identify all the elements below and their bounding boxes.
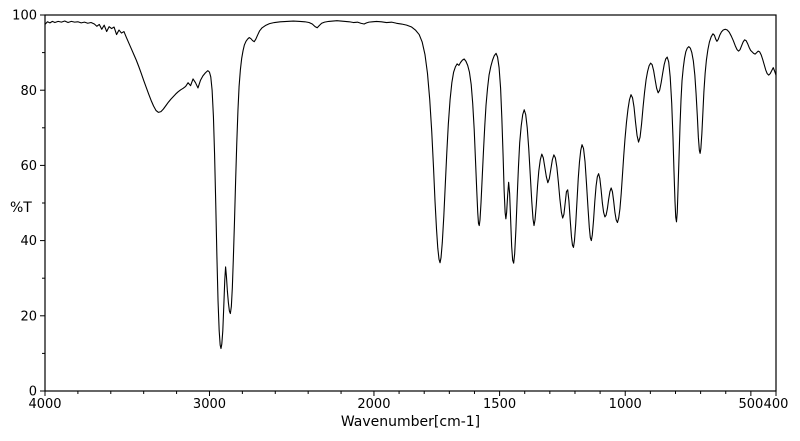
y-tick-label: 40	[20, 234, 37, 249]
y-tick-label: 100	[12, 9, 37, 24]
x-tick-label: 2000	[357, 397, 390, 412]
y-tick-label: 80	[20, 84, 37, 99]
y-tick-label: 20	[20, 309, 37, 324]
x-tick-label: 500	[738, 397, 763, 412]
x-tick-label: 4000	[28, 397, 61, 412]
y-tick-label: 0	[29, 385, 37, 400]
x-axis-title: Wavenumber[cm-1]	[340, 414, 481, 430]
x-tick-label: 3000	[193, 397, 226, 412]
x-tick-label: 1000	[609, 397, 642, 412]
spectrum-trace	[44, 20, 777, 350]
y-axis-title: %T	[10, 200, 32, 216]
plot-frame	[44, 14, 777, 392]
x-tick-label: 400	[764, 397, 789, 412]
y-tick-label: 60	[20, 159, 37, 174]
x-tick-label: 1500	[483, 397, 516, 412]
